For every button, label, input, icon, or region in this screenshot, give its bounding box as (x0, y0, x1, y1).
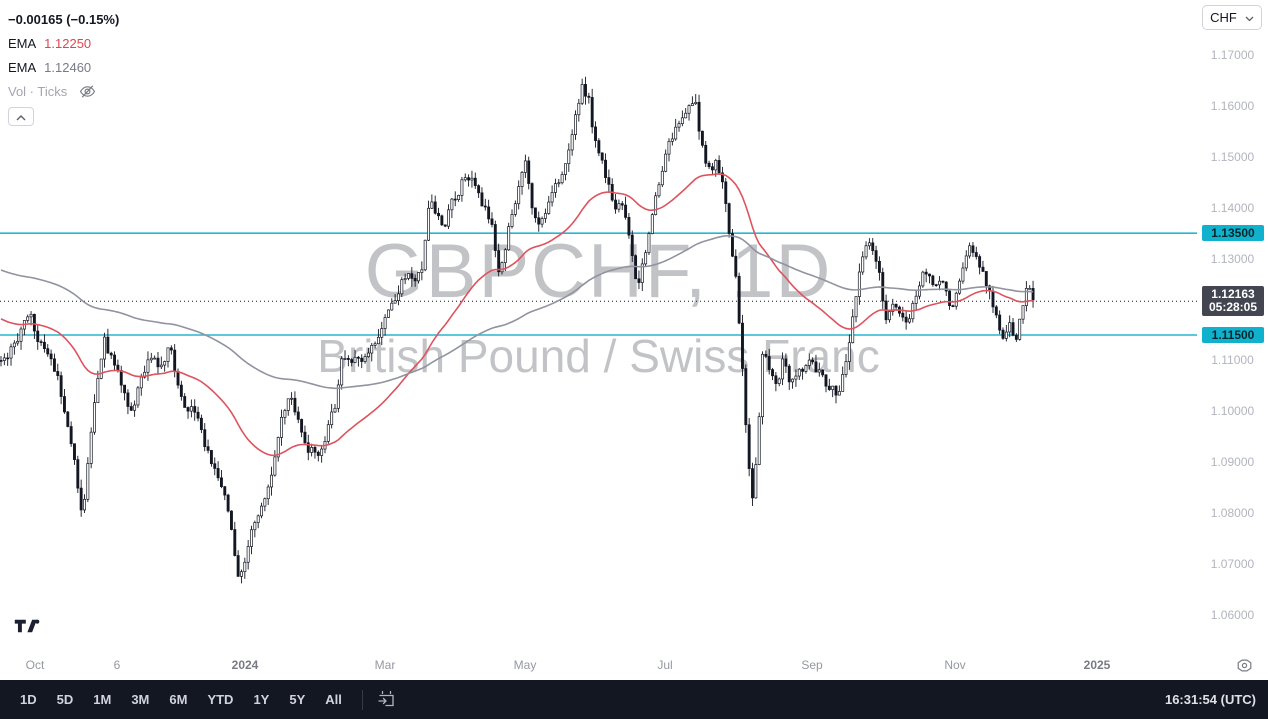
currency-selector-value: CHF (1210, 10, 1237, 25)
time-tick-2024: 2024 (231, 658, 259, 672)
last-price-label: 1.12163 05:28:05 (1202, 286, 1264, 317)
range-button-3m[interactable]: 3M (123, 688, 157, 711)
ema-slow-value: 1.12460 (44, 59, 92, 75)
range-button-6m[interactable]: 6M (161, 688, 195, 711)
bottom-toolbar: 1D 5D 1M 3M 6M YTD 1Y 5Y All 16:31:54 (UTC) (0, 680, 1268, 719)
chevron-up-icon (16, 109, 26, 124)
time-tick-Jul: Jul (657, 658, 673, 672)
ema-fast-row[interactable]: EMA 1.12250 (8, 31, 119, 55)
resistance-price-label[interactable]: 1.13500 (1202, 225, 1264, 242)
range-button-all[interactable]: All (317, 688, 350, 711)
support-price-value: 1.11500 (1211, 328, 1255, 342)
volume-label: Vol · Ticks (8, 83, 68, 99)
chevron-down-icon (1245, 10, 1254, 25)
price-tick-1.10000: 1.10000 (1210, 404, 1255, 419)
time-tick-2025: 2025 (1083, 658, 1111, 672)
ema-fast-value: 1.12250 (44, 35, 92, 51)
range-button-1m[interactable]: 1M (85, 688, 119, 711)
resistance-price-value: 1.13500 (1211, 226, 1255, 241)
price-tick-1.09000: 1.09000 (1210, 455, 1255, 470)
range-button-1y[interactable]: 1Y (245, 688, 277, 711)
time-tick-Oct: Oct (25, 658, 45, 672)
currency-selector[interactable]: CHF (1202, 5, 1262, 30)
price-change-value: −0.00165 (−0.15%) (8, 11, 120, 27)
range-button-1d[interactable]: 1D (12, 688, 45, 711)
toolbar-divider (361, 689, 363, 710)
eye-off-icon[interactable] (79, 84, 96, 99)
time-tick-Mar: Mar (374, 658, 396, 672)
support-price-label[interactable]: 1.11500 (1202, 327, 1264, 343)
date-range-buttons: 1D 5D 1M 3M 6M YTD 1Y 5Y All (12, 688, 354, 711)
volume-indicator-row[interactable]: Vol · Ticks (8, 79, 119, 103)
ema_slow-line[interactable] (0, 235, 1034, 390)
price-tick-1.16000: 1.16000 (1210, 98, 1255, 113)
price-axis[interactable]: 1.13500 1.11500 1.12163 05:28:05 1.17000… (1197, 0, 1268, 650)
chart-legend: −0.00165 (−0.15%) EMA 1.12250 EMA 1.1246… (8, 7, 119, 126)
ema-slow-row[interactable]: EMA 1.12460 (8, 55, 119, 79)
calendar-go-to-icon[interactable] (377, 690, 396, 709)
price-tick-1.13000: 1.13000 (1210, 251, 1255, 266)
server-clock[interactable]: 16:31:54 (UTC) (1164, 692, 1256, 707)
ema-slow-label: EMA (8, 59, 37, 75)
candles (0, 76, 1035, 584)
price-tick-1.08000: 1.08000 (1210, 506, 1255, 521)
range-button-ytd[interactable]: YTD (199, 688, 241, 711)
price-tick-1.11000: 1.11000 (1211, 353, 1254, 368)
time-tick-Sep: Sep (801, 658, 823, 672)
range-button-5y[interactable]: 5Y (281, 688, 313, 711)
time-tick-6: 6 (113, 658, 121, 672)
gear-icon[interactable] (1236, 657, 1253, 679)
range-button-5d[interactable]: 5D (49, 688, 82, 711)
price-tick-1.17000: 1.17000 (1210, 48, 1255, 62)
time-axis[interactable]: Oct 6 2024 Mar May Jul Sep Nov 2025 (0, 650, 1268, 680)
last-price-value: 1.12163 (1211, 287, 1255, 302)
price-tick-1.14000: 1.14000 (1210, 200, 1255, 215)
price-tick-1.07000: 1.07000 (1210, 557, 1255, 572)
price-tick-1.06000: 1.06000 (1210, 608, 1255, 622)
time-tick-May: May (513, 658, 537, 672)
price-change-row: −0.00165 (−0.15%) (8, 7, 119, 31)
time-tick-Nov: Nov (944, 658, 966, 672)
legend-collapse-button[interactable] (8, 107, 34, 126)
candlestick-chart[interactable] (0, 0, 1200, 650)
ema_fast-line[interactable] (0, 173, 1034, 457)
ema-fast-label: EMA (8, 35, 37, 51)
tradingview-logo-icon[interactable] (14, 618, 40, 639)
bar-countdown: 05:28:05 (1208, 300, 1258, 315)
price-tick-1.15000: 1.15000 (1210, 149, 1255, 164)
